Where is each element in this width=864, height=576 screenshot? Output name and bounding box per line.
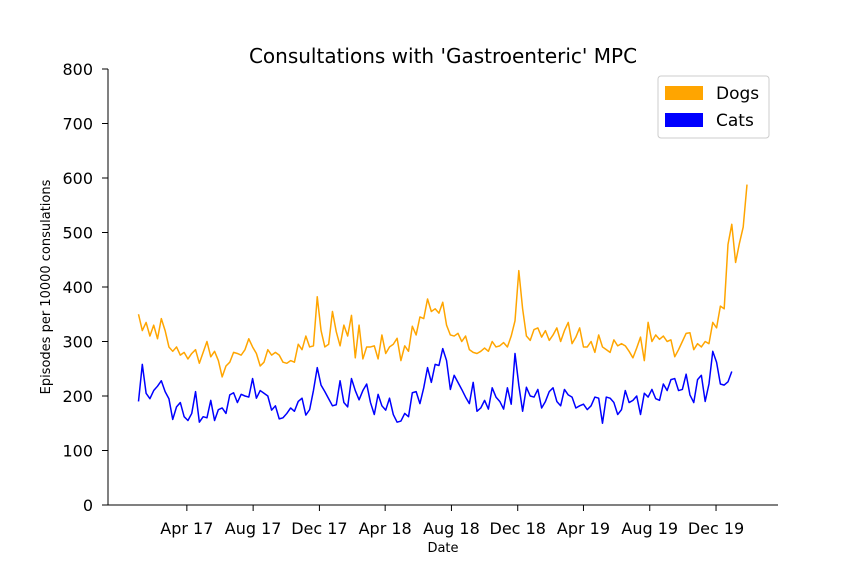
y-tick-label: 300 [62, 333, 93, 352]
series-line-dogs [137, 184, 748, 378]
legend-label-cats: Cats [716, 111, 754, 131]
x-tick-label: Dec 18 [490, 519, 546, 538]
x-tick-label: Apr 19 [557, 519, 610, 538]
x-ticks: Apr 17 Aug 17 Dec 17 Apr 18 Aug 18 Dec 18 Apr … [160, 505, 744, 538]
series-lines [137, 184, 748, 424]
y-tick-label: 200 [62, 387, 93, 406]
x-tick-label: Dec 17 [291, 519, 347, 538]
legend: Dogs Cats [657, 75, 770, 139]
legend-swatch-dogs [665, 86, 703, 100]
series-line-cats [137, 347, 733, 424]
y-tick-label: 100 [62, 442, 93, 461]
y-ticks: 0 100 200 300 400 500 600 700 800 [62, 60, 108, 515]
x-tick-label: Aug 19 [621, 519, 678, 538]
x-axis-title: Date [427, 541, 458, 556]
y-tick-label: 700 [62, 115, 93, 134]
x-tick-label: Aug 18 [423, 519, 480, 538]
plot-area: 0 100 200 300 400 500 600 700 800 Apr 17 Aug 17 De… [62, 60, 778, 538]
y-tick-label: 0 [83, 496, 93, 515]
x-tick-label: Apr 17 [160, 519, 213, 538]
y-tick-label: 500 [62, 224, 93, 243]
x-tick-label: Dec 19 [688, 519, 744, 538]
y-tick-label: 400 [62, 278, 93, 297]
y-tick-label: 800 [62, 60, 93, 79]
y-tick-label: 600 [62, 169, 93, 188]
legend-label-dogs: Dogs [716, 84, 759, 104]
x-tick-label: Aug 17 [225, 519, 282, 538]
legend-swatch-cats [665, 113, 703, 127]
y-axis-title: Episodes per 10000 consulations [39, 179, 54, 394]
x-tick-label: Apr 18 [359, 519, 412, 538]
chart-title: Consultations with 'Gastroenteric' MPC [249, 44, 637, 68]
